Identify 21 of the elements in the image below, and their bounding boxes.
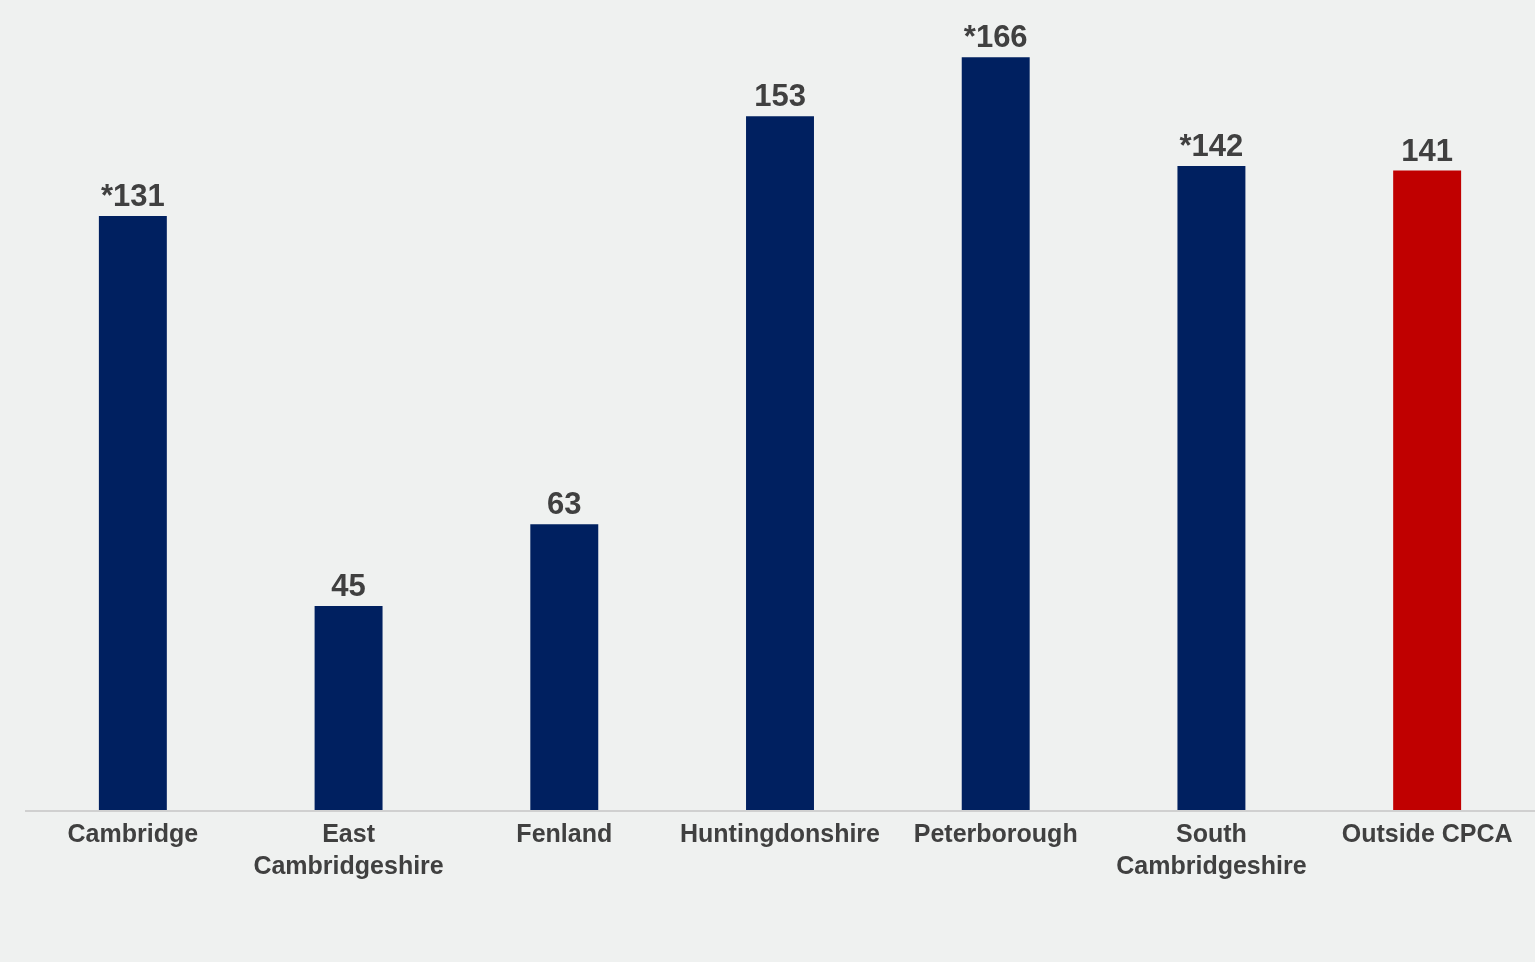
bar xyxy=(1177,166,1246,810)
x-tick-label: South Cambridgeshire xyxy=(1116,818,1307,880)
data-label: 63 xyxy=(547,486,582,522)
bar xyxy=(314,605,383,810)
x-tick-label: East Cambridgeshire xyxy=(253,818,444,880)
data-label: *142 xyxy=(1179,128,1244,164)
x-tick-label: Huntingdonshire xyxy=(680,818,881,847)
data-label: *131 xyxy=(100,177,165,213)
x-tick-label: Fenland xyxy=(516,818,613,847)
x-tick-label: Outside CPCA xyxy=(1341,818,1513,847)
x-tick-label: Cambridge xyxy=(67,818,199,847)
data-label: 141 xyxy=(1401,132,1454,168)
bar xyxy=(530,524,599,810)
data-label: 45 xyxy=(331,567,366,603)
bar xyxy=(1393,170,1462,810)
bar xyxy=(961,57,1030,810)
bar xyxy=(746,116,814,810)
bar xyxy=(98,215,167,810)
x-tick-label: Peterborough xyxy=(913,818,1078,847)
data-label: *166 xyxy=(963,19,1028,55)
data-label: 153 xyxy=(754,78,806,114)
